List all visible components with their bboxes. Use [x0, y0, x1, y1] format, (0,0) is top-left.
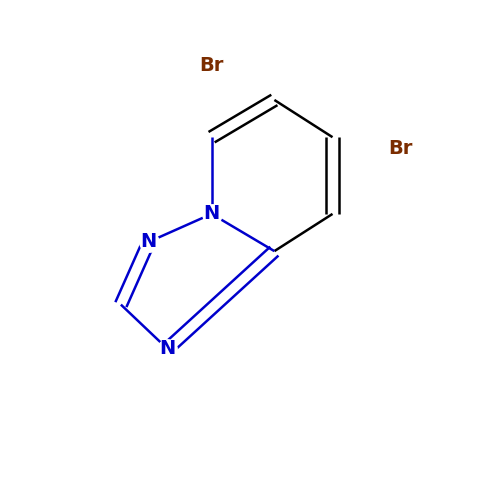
Text: N: N [141, 232, 157, 251]
Text: N: N [204, 205, 220, 223]
Text: N: N [160, 339, 175, 358]
Text: Br: Br [388, 139, 412, 158]
Text: Br: Br [199, 56, 224, 75]
